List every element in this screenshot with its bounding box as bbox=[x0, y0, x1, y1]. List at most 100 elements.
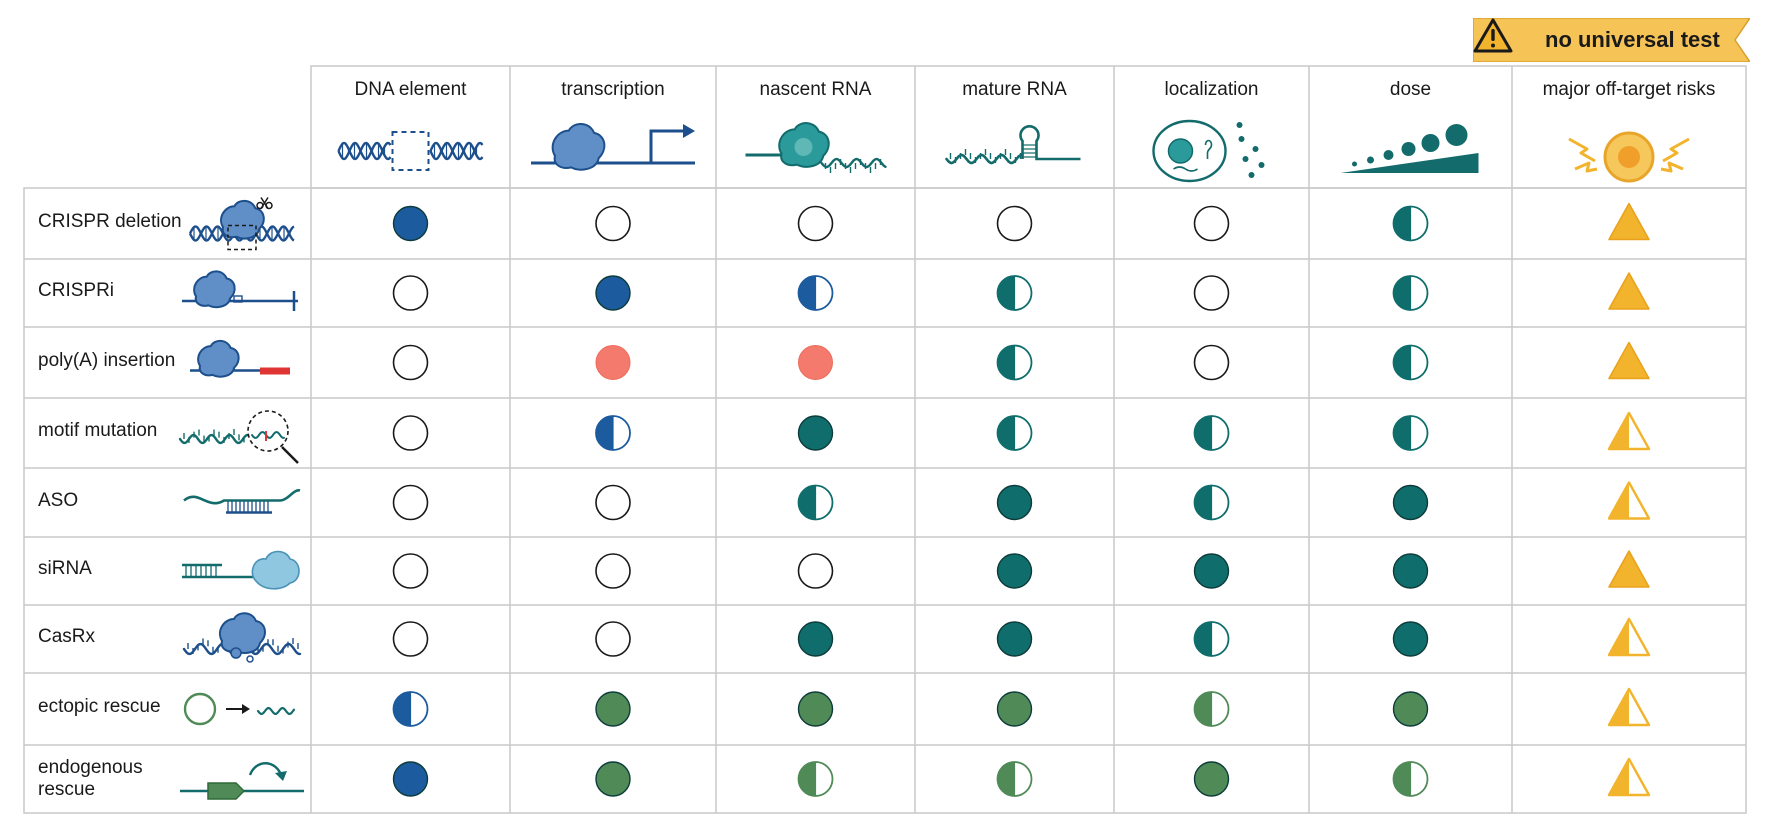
cell-nascent-full-teal bbox=[797, 415, 834, 451]
row-label: ASO bbox=[38, 489, 79, 511]
cell-nascent-empty bbox=[797, 553, 834, 589]
cell-dna-half-blue bbox=[392, 691, 429, 727]
cell-risk-triangle-full bbox=[1608, 202, 1650, 241]
cell-mature-full-teal bbox=[996, 621, 1033, 657]
cell-nascent-full-green bbox=[797, 691, 834, 727]
cell-dose-half-teal bbox=[1392, 415, 1429, 451]
column-header-dna: DNA element bbox=[354, 79, 467, 100]
cell-dose-half-teal bbox=[1392, 205, 1429, 242]
warning-icon bbox=[1473, 18, 1513, 53]
polymerase-promoter-icon bbox=[531, 122, 695, 171]
column-header-loc: localization bbox=[1164, 79, 1259, 100]
cell-nascent-full-red bbox=[798, 345, 833, 380]
cell-tx-full-blue bbox=[595, 275, 631, 311]
cell-dose-full-teal bbox=[1392, 553, 1429, 589]
cell-tx-full-red bbox=[595, 345, 631, 380]
cell-loc-empty bbox=[1193, 205, 1230, 242]
dcas9-block-icon bbox=[182, 270, 298, 311]
cell-dose-half-green bbox=[1392, 761, 1429, 797]
cell-tx-empty bbox=[595, 621, 631, 657]
banner-text: no universal test bbox=[1545, 27, 1720, 52]
cell-mature-full-green bbox=[996, 691, 1033, 727]
cell-mature-full-teal bbox=[996, 484, 1033, 521]
cell-loc-half-teal bbox=[1193, 484, 1230, 521]
cell-tx-empty bbox=[595, 205, 631, 242]
cell-loc-half-green bbox=[1193, 691, 1230, 727]
body-frame bbox=[23, 187, 1747, 814]
column-header-dose: dose bbox=[1389, 79, 1432, 100]
plasmid-expression-icon bbox=[183, 692, 296, 726]
column-header-nascent: nascent RNA bbox=[759, 79, 872, 100]
cell-mature-half-green bbox=[996, 761, 1033, 797]
cell-loc-full-green bbox=[1193, 761, 1230, 797]
cell-risk-triangle-half bbox=[1607, 411, 1651, 451]
cell-loc-empty bbox=[1193, 344, 1230, 381]
polymerase-nascent-rna-icon bbox=[745, 122, 887, 173]
cell-tx-full-green bbox=[595, 691, 631, 727]
cell-dna-empty bbox=[392, 344, 429, 381]
cell-dna-empty bbox=[392, 484, 429, 521]
cell-risk-triangle-half bbox=[1607, 481, 1651, 520]
cell-risk-triangle-half bbox=[1607, 617, 1651, 657]
no-universal-test-banner: no universal test bbox=[1473, 18, 1750, 62]
endogenous-locus-icon bbox=[180, 762, 304, 800]
row-label: CRISPRi bbox=[38, 280, 115, 301]
cell-loc-half-teal bbox=[1193, 621, 1230, 657]
row-label: ectopic rescue bbox=[38, 696, 161, 717]
cell-icon bbox=[1152, 119, 1265, 183]
row-label-line: rescue bbox=[38, 779, 96, 800]
cell-loc-empty bbox=[1193, 275, 1230, 311]
cell-dose-full-green bbox=[1392, 691, 1429, 727]
cell-nascent-empty bbox=[797, 205, 834, 242]
cell-dose-half-teal bbox=[1392, 275, 1429, 311]
cell-dna-full-blue bbox=[392, 205, 429, 242]
cell-tx-half-blue bbox=[595, 415, 631, 451]
row-label: CRISPR deletion bbox=[38, 210, 182, 232]
row-label: motif mutation bbox=[38, 420, 158, 441]
cell-dna-empty bbox=[392, 621, 429, 657]
cell-tx-full-green bbox=[595, 761, 631, 797]
cell-nascent-full-teal bbox=[797, 621, 834, 657]
cell-nascent-half-blue bbox=[797, 275, 834, 311]
cell-risk-triangle-full bbox=[1608, 550, 1650, 588]
crispr-scissors-icon bbox=[188, 197, 295, 251]
cell-tx-empty bbox=[595, 484, 631, 521]
cell-risk-triangle-half bbox=[1607, 757, 1651, 797]
cell-mature-half-teal bbox=[996, 275, 1033, 311]
polya-insert-icon bbox=[190, 339, 290, 378]
cell-risk-triangle-full bbox=[1608, 341, 1650, 380]
row-label: CasRx bbox=[38, 626, 96, 647]
cell-loc-full-teal bbox=[1193, 553, 1230, 589]
row-label: endogenous rescue bbox=[38, 757, 143, 801]
cell-mature-full-teal bbox=[996, 553, 1033, 589]
hairpin-rna-icon bbox=[945, 125, 1081, 165]
cell-dna-empty bbox=[392, 553, 429, 589]
sirna-risc-icon bbox=[182, 550, 300, 590]
cell-dose-full-teal bbox=[1392, 621, 1429, 657]
cell-tx-empty bbox=[595, 553, 631, 589]
cell-dna-full-blue bbox=[392, 761, 429, 797]
column-header-tx: transcription bbox=[561, 79, 665, 100]
column-header-risk: major off-target risks bbox=[1542, 79, 1716, 100]
column-header-mature: mature RNA bbox=[962, 79, 1067, 100]
cell-mature-half-teal bbox=[996, 415, 1033, 451]
cell-dna-empty bbox=[392, 415, 429, 451]
cell-risk-triangle-full bbox=[1608, 272, 1650, 310]
cell-mature-empty bbox=[996, 205, 1033, 242]
cell-mature-half-teal bbox=[996, 344, 1033, 381]
cell-risk-triangle-half bbox=[1607, 687, 1651, 727]
row-label: siRNA bbox=[38, 558, 92, 579]
cell-dna-empty bbox=[392, 275, 429, 311]
cell-nascent-half-green bbox=[797, 761, 834, 797]
cell-dose-full-teal bbox=[1392, 484, 1429, 521]
aso-icon bbox=[183, 489, 301, 514]
dna-deletion-icon bbox=[337, 131, 484, 171]
cell-loc-half-teal bbox=[1193, 415, 1230, 451]
dose-gradient-icon bbox=[1340, 124, 1479, 173]
cell-nascent-half-teal bbox=[797, 484, 834, 521]
casrx-icon bbox=[182, 612, 302, 663]
motif-magnifier-icon bbox=[178, 410, 299, 464]
row-label-line: endogenous bbox=[38, 757, 143, 778]
cell-dose-half-teal bbox=[1392, 344, 1429, 381]
